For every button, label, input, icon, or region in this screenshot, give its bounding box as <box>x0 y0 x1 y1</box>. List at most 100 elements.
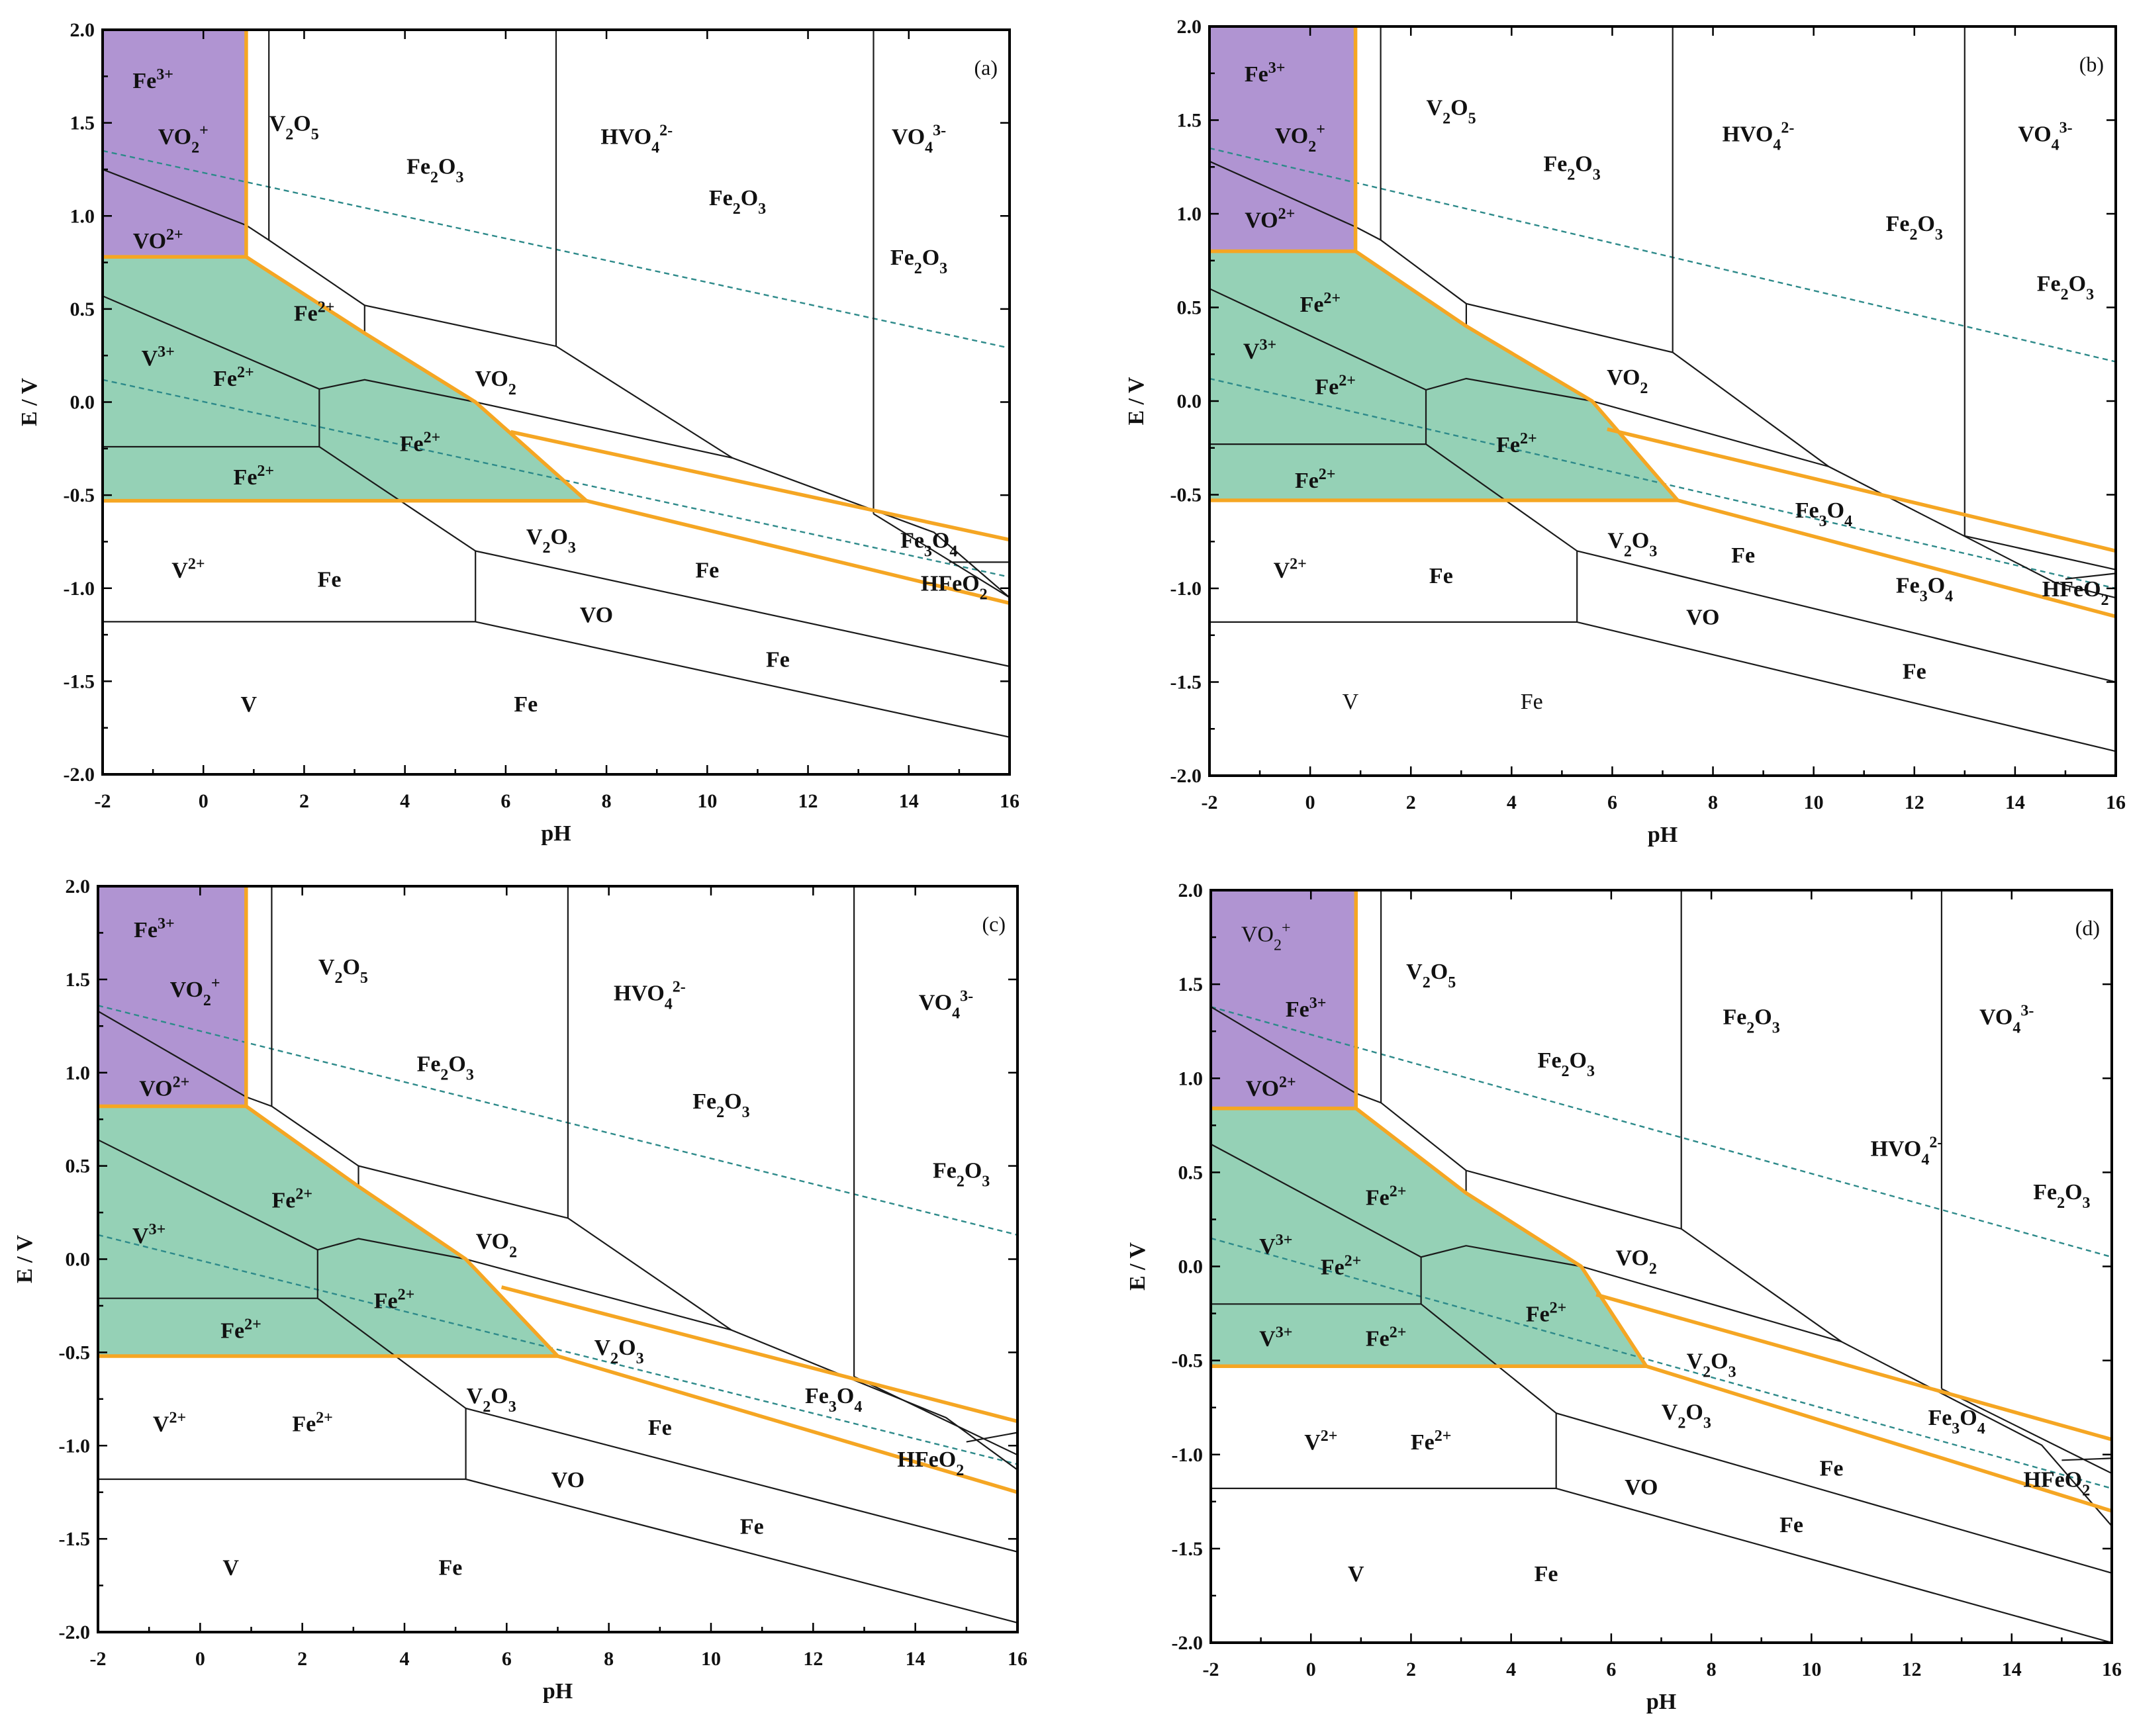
water-stability-line <box>98 1005 1017 1236</box>
region-label: VO <box>1625 1475 1658 1500</box>
y-tick-label: 1.0 <box>66 1062 91 1084</box>
region-label: Fe <box>1535 1562 1558 1586</box>
y-tick-label: -1.0 <box>1172 1444 1204 1466</box>
region-label: Fe <box>318 568 342 592</box>
region-label: Fe <box>695 559 719 583</box>
y-tick-label: 1.0 <box>70 205 95 227</box>
region-label: Fe <box>439 1555 463 1580</box>
acidic-soluble-region <box>1209 26 1356 251</box>
region-label: V2O5 <box>269 112 319 144</box>
y-tick-label: 0.5 <box>1177 297 1202 319</box>
region-label: V2O3 <box>1607 528 1657 560</box>
region-label: HFeO2 <box>897 1447 964 1479</box>
region-label: Fe3O4 <box>1928 1406 1985 1438</box>
region-label: Fe2O3 <box>2033 1180 2090 1212</box>
x-tick-label: 12 <box>798 790 818 812</box>
y-tick-label: 0.5 <box>70 298 95 320</box>
region-label: Fe2O3 <box>406 154 463 186</box>
region-label: Fe2+ <box>400 429 441 456</box>
region-label: HFeO2 <box>2042 577 2109 609</box>
region-label: V2O3 <box>467 1384 516 1416</box>
region-label: V <box>222 1555 239 1580</box>
region-label: Fe <box>648 1416 672 1440</box>
region-label: HFeO2 <box>2023 1468 2090 1500</box>
region-label: Fe <box>1429 564 1453 588</box>
x-tick-label: 14 <box>2005 792 2025 813</box>
panel-d: -2 0 2 4 6 8 10 12 14 16 2.0 1.5 1.0 0.5 0.0 -0.5 -1.0 -1… <box>1125 880 2122 1714</box>
y-tick-label: -2.0 <box>1170 765 1202 787</box>
plot-area <box>1209 26 2116 753</box>
phase-boundary-line <box>853 1376 1017 1456</box>
region-label: VO2+ <box>1245 205 1295 232</box>
region-label: Fe2+ <box>1496 430 1537 457</box>
region-label: Fe <box>514 692 538 717</box>
region-label: Fe3O4 <box>900 529 957 561</box>
x-tick-label: -2 <box>1202 792 1218 813</box>
y-tick-label: -1.5 <box>59 1528 91 1550</box>
y-tick-label: 0.0 <box>1178 1256 1204 1278</box>
phase-boundary-line <box>966 1432 1017 1443</box>
region-label: HVO42- <box>600 122 673 156</box>
acidic-soluble-region <box>1211 890 1356 1109</box>
x-tick-label: -2 <box>90 1648 107 1670</box>
phase-boundary-line <box>2061 1457 2112 1461</box>
x-tick-label: 4 <box>1507 792 1517 813</box>
region-label: VO <box>580 603 613 627</box>
domain-boundary-line <box>1209 250 1680 502</box>
region-label: V2O3 <box>1687 1349 1736 1381</box>
panel-b: -2 0 2 4 6 8 10 12 14 16 2.0 1.5 1.0 0.5 0.0 -0.5 -1.0 -1… <box>1124 16 2126 847</box>
phase-boundary-line <box>98 1139 732 1331</box>
region-label: HFeO2 <box>921 571 988 603</box>
region-label: VO43- <box>892 122 946 156</box>
region-label: V2+ <box>171 556 205 583</box>
region-label: VO2+ <box>1241 919 1291 954</box>
x-tick-label: 6 <box>502 1648 512 1670</box>
y-tick-label: -0.5 <box>1172 1350 1204 1372</box>
y-tick-label: -1.5 <box>64 670 95 692</box>
region-label: Fe2O3 <box>709 186 766 218</box>
ferrous-soluble-region <box>1209 251 1678 500</box>
y-axis-label: E / V <box>13 1235 37 1284</box>
region-label: VO2 <box>1616 1246 1657 1277</box>
region-label: Fe2+ <box>1366 1183 1407 1210</box>
acidic-soluble-region <box>103 30 246 257</box>
domain-boundary-line <box>586 498 1010 605</box>
region-label: VO43- <box>1979 1002 2034 1036</box>
y-tick-label: -2.0 <box>59 1622 91 1643</box>
region-label: Fe3O4 <box>1896 573 1953 605</box>
plot-area <box>1211 890 2112 1643</box>
region-label: Fe <box>766 648 790 672</box>
region-label: VO2+ <box>1246 1074 1296 1101</box>
x-tick-label: 12 <box>803 1648 823 1670</box>
region-label: VO2+ <box>158 122 209 156</box>
region-label: Fe2O3 <box>1543 152 1600 184</box>
y-tick-label: 1.5 <box>1178 974 1204 995</box>
region-label: Fe2+ <box>220 1316 261 1344</box>
phase-boundary-line <box>1211 1006 2112 1527</box>
y-tick-label: 0.0 <box>66 1249 91 1271</box>
x-tick-label: 2 <box>1406 1659 1416 1680</box>
y-tick-label: 2.0 <box>1177 16 1202 38</box>
y-axis-label: E / V <box>17 378 42 427</box>
region-label: Fe <box>1779 1513 1803 1537</box>
region-label: HVO42- <box>1871 1134 1943 1168</box>
region-label: V2O5 <box>318 955 368 987</box>
water-stability-line <box>103 379 1010 578</box>
x-tick-label: 8 <box>602 790 612 812</box>
region-label: V2O3 <box>526 525 576 557</box>
region-label: Fe2+ <box>1315 372 1356 399</box>
y-tick-label: 1.5 <box>66 969 91 991</box>
phase-boundary-line <box>1209 160 2116 599</box>
region-label: Fe3+ <box>132 66 173 93</box>
x-tick-label: 6 <box>500 790 510 812</box>
panel-tag: (a) <box>974 56 998 79</box>
y-tick-label: -1.5 <box>1170 672 1202 694</box>
x-tick-label: 14 <box>906 1648 925 1670</box>
region-label: V <box>1343 690 1359 714</box>
region-label: Fe2+ <box>271 1185 312 1212</box>
phase-boundary-line <box>103 168 1010 598</box>
x-tick-label: 10 <box>697 790 717 812</box>
y-tick-label: 2.0 <box>66 876 91 897</box>
x-axis-label: pH <box>1648 823 1678 847</box>
region-label: HVO42- <box>1723 119 1795 154</box>
